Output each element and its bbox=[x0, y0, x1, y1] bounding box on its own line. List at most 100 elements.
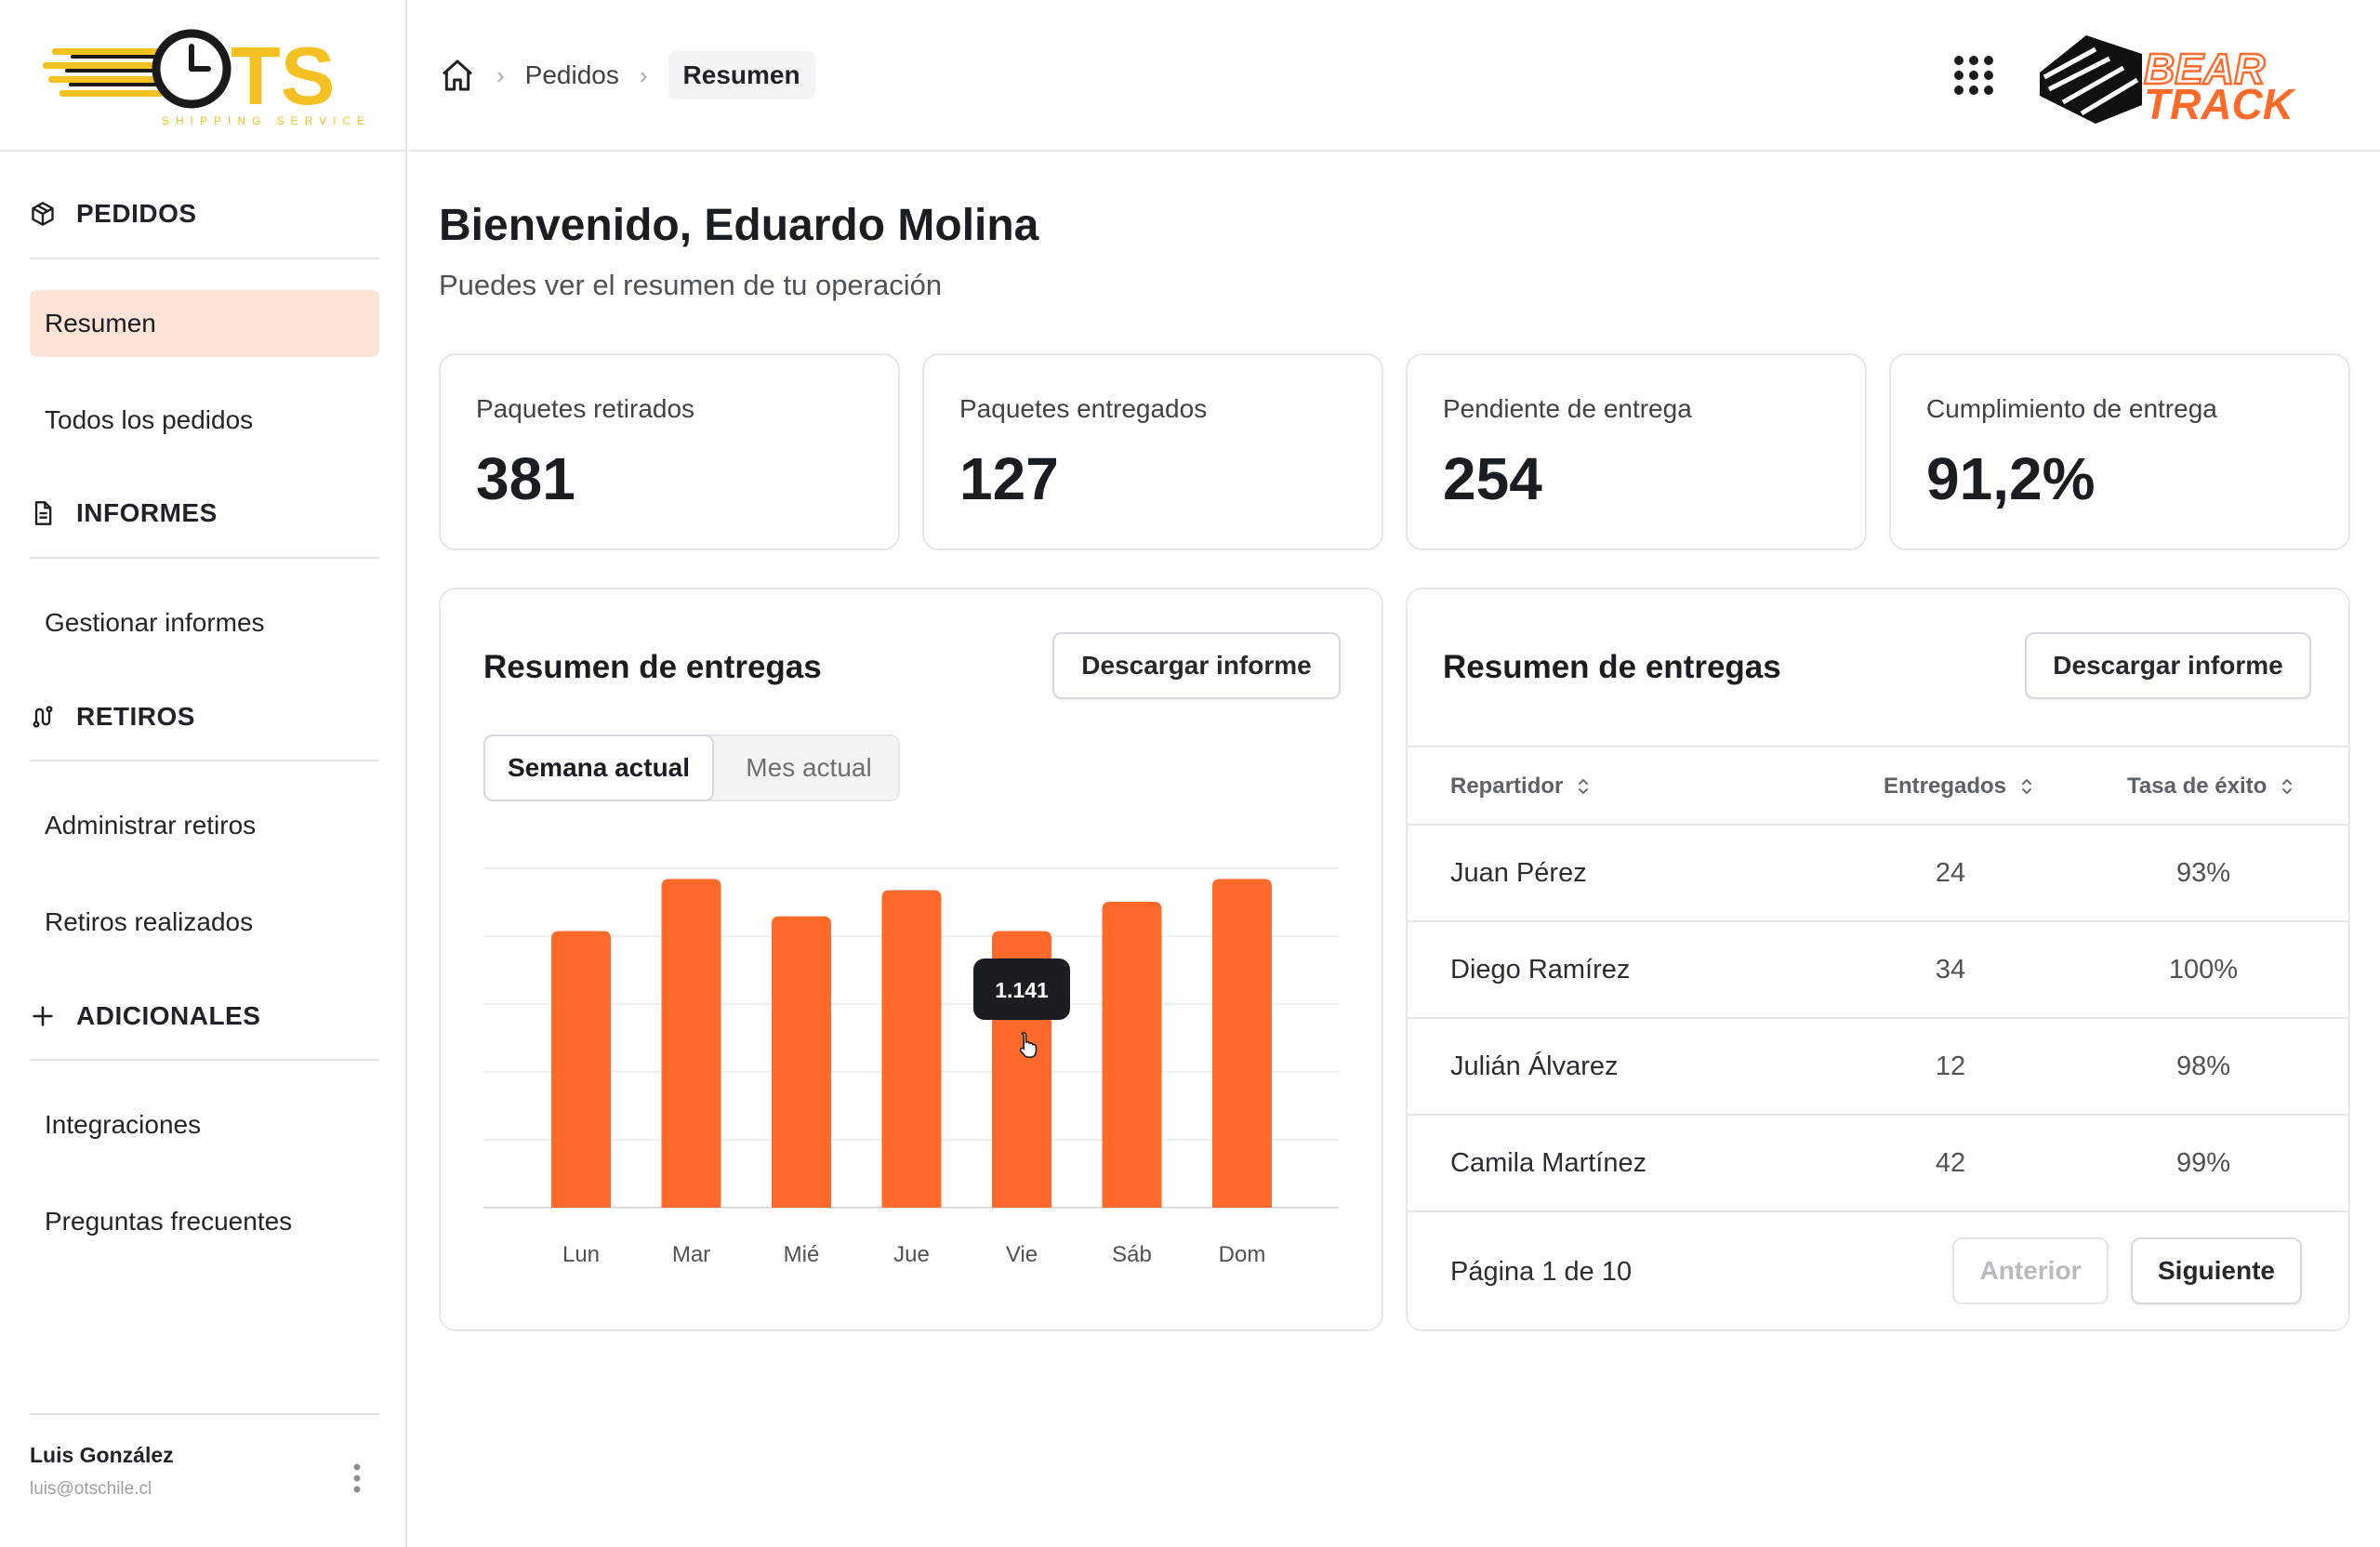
sidebar-item-gestionar-informes[interactable]: Gestionar informes bbox=[45, 608, 265, 637]
column-header-repartidor[interactable]: Repartidor bbox=[1450, 747, 1591, 826]
x-tick-label: Dom bbox=[1219, 1242, 1266, 1267]
plus-icon bbox=[33, 1006, 53, 1026]
user-email: luis@otschile.cl bbox=[30, 1479, 152, 1499]
chart-bar[interactable] bbox=[1212, 879, 1272, 1208]
tab-mes-actual[interactable]: Mes actual bbox=[746, 753, 872, 782]
kpi-label: Paquetes entregados bbox=[959, 394, 1208, 423]
sort-icon bbox=[1579, 779, 1589, 794]
apps-grid-icon[interactable] bbox=[1952, 54, 1995, 97]
kpi-value: 127 bbox=[959, 445, 1059, 512]
section-adicionales: ADICIONALES bbox=[30, 988, 260, 1044]
kpi-label: Cumplimiento de entrega bbox=[1926, 394, 2217, 423]
cell-tasa: 100% bbox=[2168, 954, 2239, 985]
chart-card-title: Resumen de entregas bbox=[483, 649, 822, 685]
chart-bar[interactable] bbox=[881, 890, 942, 1208]
logo-area: TS SHIPPING SERVICES bbox=[0, 0, 407, 152]
tab-semana-actual[interactable]: Semana actual bbox=[483, 734, 714, 801]
topbar: › Pedidos › Resumen BEAR TRACK bbox=[409, 0, 2380, 152]
kpi-value: 254 bbox=[1443, 445, 1542, 512]
sidebar-item-integraciones[interactable]: Integraciones bbox=[45, 1110, 202, 1139]
section-title: INFORMES bbox=[76, 498, 218, 527]
cell-entregados: 42 bbox=[1935, 1147, 1966, 1178]
user-name: Luis González bbox=[30, 1443, 174, 1467]
cell-entregados: 12 bbox=[1935, 1051, 1966, 1081]
section-retiros: RETIROS bbox=[30, 689, 195, 745]
x-tick-label: Mar bbox=[672, 1242, 710, 1267]
sidebar-item-resumen[interactable]: Resumen bbox=[30, 290, 379, 357]
svg-text:TRACK: TRACK bbox=[2144, 80, 2296, 128]
table-header: Repartidor Entregados Tasa de éxito bbox=[1408, 746, 2348, 826]
breadcrumb: › Pedidos › Resumen bbox=[439, 48, 815, 102]
kpi-value: 91,2% bbox=[1926, 445, 2096, 512]
home-icon[interactable] bbox=[439, 57, 476, 94]
x-tick-label: Lun bbox=[562, 1242, 600, 1267]
table-row[interactable]: Julián Álvarez 12 98% bbox=[1408, 1019, 2348, 1116]
chevron-right-icon: › bbox=[496, 60, 505, 89]
user-profile: Luis González luis@otschile.cl bbox=[30, 1413, 379, 1500]
section-informes: INFORMES bbox=[30, 485, 218, 541]
table-row[interactable]: Camila Martínez 42 99% bbox=[1408, 1116, 2348, 1212]
chart-bar[interactable] bbox=[1102, 901, 1162, 1208]
sidebar-item-preguntas-frecuentes[interactable]: Preguntas frecuentes bbox=[45, 1207, 293, 1236]
section-title: PEDIDOS bbox=[76, 199, 197, 228]
breadcrumb-resumen[interactable]: Resumen bbox=[668, 51, 815, 99]
cell-repartidor: Juan Pérez bbox=[1450, 857, 1587, 888]
kpi-label: Paquetes retirados bbox=[476, 394, 695, 423]
section-title: RETIROS bbox=[76, 702, 195, 731]
svg-text:BEAR: BEAR bbox=[2144, 45, 2265, 93]
cell-tasa: 98% bbox=[2175, 1051, 2231, 1081]
chart-bar[interactable] bbox=[661, 879, 721, 1208]
svg-text:SHIPPING SERVICES: SHIPPING SERVICES bbox=[162, 114, 368, 127]
sidebar-item-todos-los-pedidos[interactable]: Todos los pedidos bbox=[45, 405, 254, 434]
download-report-button[interactable]: Descargar informe bbox=[2025, 632, 2311, 699]
period-toggle: Semana actual Mes actual bbox=[483, 734, 900, 801]
column-label: Repartidor bbox=[1450, 774, 1564, 799]
chart-tooltip bbox=[973, 959, 1070, 1020]
kpi-label: Pendiente de entrega bbox=[1443, 394, 1692, 423]
sidebar-item-retiros-realizados[interactable]: Retiros realizados bbox=[45, 907, 254, 936]
more-options-icon[interactable] bbox=[348, 1460, 366, 1497]
chart-bar[interactable] bbox=[772, 916, 831, 1208]
deliveries-table-card: Resumen de entregas Descargar informe Re… bbox=[1406, 588, 2350, 1331]
page-title: Bienvenido, Eduardo Molina bbox=[439, 201, 1039, 250]
pagination-info: Página 1 de 10 bbox=[1450, 1257, 1633, 1287]
divider bbox=[30, 1059, 379, 1061]
divider bbox=[30, 557, 379, 559]
column-label: Entregados bbox=[1884, 774, 2007, 799]
pointer-cursor-icon bbox=[1019, 1032, 1038, 1058]
kpi-card: Pendiente de entrega 254 bbox=[1406, 353, 1867, 550]
cell-tasa: 99% bbox=[2175, 1147, 2231, 1178]
cell-tasa: 93% bbox=[2175, 857, 2231, 888]
next-page-button[interactable]: Siguiente bbox=[2131, 1237, 2302, 1304]
column-label: Tasa de éxito bbox=[2127, 774, 2268, 799]
x-tick-label: Mié bbox=[784, 1242, 820, 1267]
section-pedidos: PEDIDOS bbox=[30, 186, 197, 242]
column-header-entregados[interactable]: Entregados bbox=[1884, 747, 2034, 826]
cell-repartidor: Camila Martínez bbox=[1450, 1147, 1647, 1178]
table-row[interactable]: Juan Pérez 24 93% bbox=[1408, 826, 2348, 922]
route-icon bbox=[33, 706, 53, 728]
download-report-button[interactable]: Descargar informe bbox=[1052, 632, 1341, 699]
previous-page-button[interactable]: Anterior bbox=[1952, 1237, 2109, 1304]
deliveries-bar-chart: Lun Mar Mié Jue Vie Sáb Dom 1.141 bbox=[483, 867, 1339, 1267]
svg-text:TS: TS bbox=[231, 30, 335, 122]
x-tick-label: Sáb bbox=[1112, 1242, 1152, 1267]
beartrack-logo[interactable]: BEAR TRACK bbox=[2030, 26, 2380, 128]
kpi-value: 381 bbox=[476, 445, 575, 512]
kpi-card: Paquetes retirados 381 bbox=[439, 353, 900, 550]
pointer-cursor-shape bbox=[1019, 1032, 1038, 1058]
column-header-tasa-de-exito[interactable]: Tasa de éxito bbox=[2127, 747, 2294, 826]
sidebar-item-administrar-retiros[interactable]: Administrar retiros bbox=[45, 811, 257, 840]
kpi-card: Paquetes entregados 127 bbox=[922, 353, 1383, 550]
deliveries-chart-card: Resumen de entregas Descargar informe Se… bbox=[439, 588, 1383, 1331]
ots-logo[interactable]: TS SHIPPING SERVICES bbox=[43, 20, 368, 130]
breadcrumb-pedidos[interactable]: Pedidos bbox=[524, 60, 619, 89]
cell-entregados: 24 bbox=[1935, 857, 1966, 888]
sort-icon bbox=[2022, 779, 2032, 794]
table-row[interactable]: Diego Ramírez 34 100% bbox=[1408, 922, 2348, 1019]
document-icon bbox=[34, 501, 52, 525]
divider bbox=[30, 760, 379, 761]
cell-entregados: 34 bbox=[1935, 954, 1966, 985]
chart-bar[interactable] bbox=[551, 931, 611, 1208]
x-tick-label: Jue bbox=[893, 1242, 930, 1267]
